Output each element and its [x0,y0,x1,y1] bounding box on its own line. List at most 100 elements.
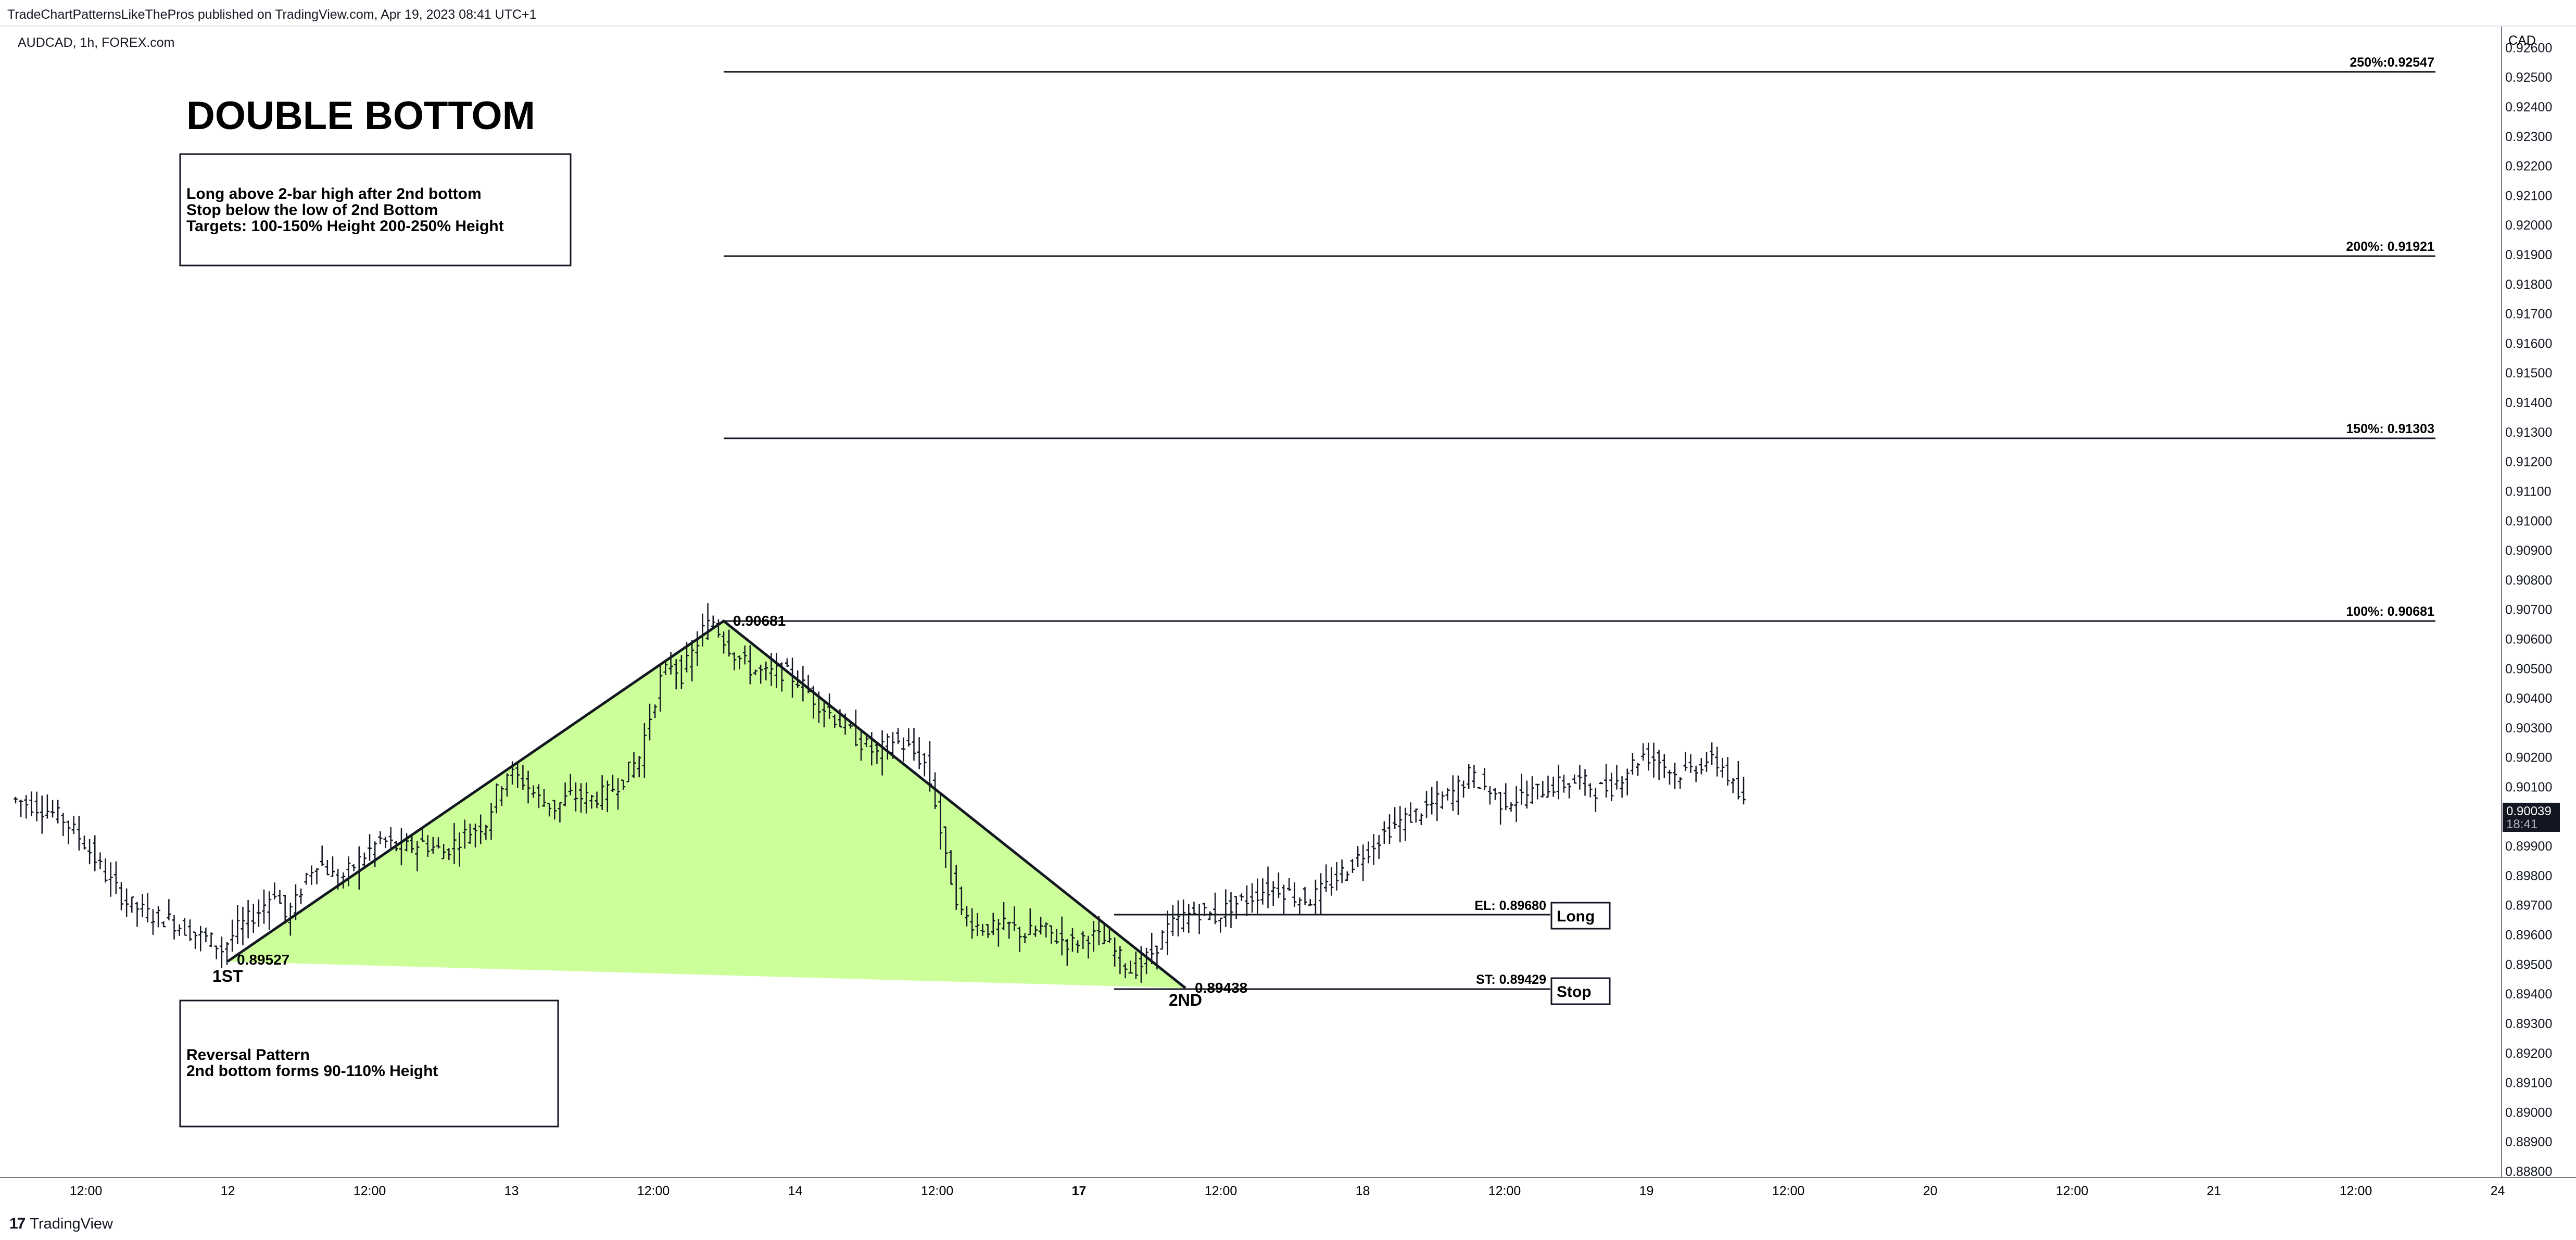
ohlc-bar [1303,887,1307,905]
time-tick-label: 12:00 [1772,1184,1805,1198]
long-tag-box [1550,902,1611,930]
ohlc-bar [938,793,943,850]
ohlc-bar [1393,807,1397,829]
ohlc-bar [568,774,573,796]
stop-tag-box [1550,977,1611,1005]
ohlc-bar [283,894,287,924]
ohlc-bar [1583,769,1587,796]
ohlc-bar [890,732,895,759]
ohlc-bar [1065,939,1069,966]
price-tick-label: 0.92200 [2505,159,2552,174]
footer-brand[interactable]: 17 TradingView [9,1215,113,1233]
target-200-label: 200%: 0.91921 [2346,239,2434,254]
ohlc-bar [447,848,451,861]
ohlc-bar [420,829,425,842]
publisher-line: TradeChartPatternsLikeThePros published … [7,7,537,22]
price-tick-label: 0.90200 [2505,751,2552,765]
ohlc-bar [1329,867,1334,896]
ohlc-bar [309,865,314,885]
ohlc-bar [589,794,594,809]
ohlc-bar [573,782,578,812]
ohlc-bar [150,909,155,935]
pattern-box[interactable] [179,999,559,1128]
ohlc-bar [373,841,377,867]
ohlc-bar [700,613,705,647]
ohlc-bar [504,773,509,797]
ohlc-bar [1551,776,1556,797]
ohlc-bar [1614,765,1619,790]
ohlc-bar [209,932,213,947]
ohlc-bar [29,791,34,817]
ohlc-bar [1731,778,1735,793]
double-bottom-outline[interactable] [226,619,1186,989]
ohlc-bar [1239,893,1244,901]
price-tick-label: 0.90400 [2505,691,2552,706]
ohlc-bar [980,923,985,936]
ohlc-bar [98,852,103,869]
symbol-line: AUDCAD, 1h, FOREX.com [18,35,175,50]
price-tick-label: 0.91600 [2505,336,2552,351]
ohlc-bar [1319,873,1323,915]
ohlc-bar [425,835,430,857]
ohlc-bar [1556,764,1561,800]
ohlc-bar [779,662,784,692]
ohlc-bar [859,728,863,761]
price-tick-label: 0.89000 [2505,1105,2552,1120]
rules-box[interactable] [179,153,572,267]
ohlc-bar [1387,814,1392,844]
ohlc-bar [1361,844,1366,881]
ohlc-bar [1044,922,1049,938]
ohlc-bar [542,789,546,807]
ohlc-bar [40,795,44,834]
ohlc-bar [1170,905,1175,937]
ohlc-bar [1530,776,1535,804]
ohlc-bar [822,702,826,728]
ohlc-bar [1509,802,1513,812]
ohlc-bar [991,913,995,935]
time-axis[interactable]: 12:00 12 12:00 13 12:00 14 12:00 17 12:00 18 12:00… [70,1184,2505,1198]
ohlc-bar [536,784,541,808]
ohlc-bar [1081,931,1085,950]
price-tick-label: 0.91000 [2505,514,2552,528]
ohlc-bar [325,860,330,876]
price-tick-label: 0.89200 [2505,1046,2552,1061]
time-tick-label: 12:00 [2340,1184,2372,1198]
ohlc-bar [1282,884,1286,914]
trade-levels[interactable]: EL: 0.89680 ST: 0.89429 Long Stop [1114,899,1611,1005]
fib-target-lines[interactable]: 250%:0.92547 200%: 0.91921 150%: 0.91303… [724,55,2435,622]
time-tick-label: 12:00 [2056,1184,2089,1198]
ohlc-bar [1334,862,1339,891]
ohlc-bar [50,800,55,818]
ohlc-bar [1377,835,1381,859]
ohlc-bar [943,826,948,868]
ohlc-bar [970,908,975,939]
ohlc-bar [388,827,393,850]
ohlc-bar [1620,776,1624,798]
ohlc-bar [1609,773,1614,802]
ohlc-bar [695,631,700,666]
ohlc-bar [975,913,980,937]
ohlc-bar [1540,780,1545,798]
double-bottom-fill[interactable] [228,621,1185,988]
price-axis[interactable]: 0.92600 0.92500 0.92400 0.92300 0.92200 0.921… [2505,41,2552,1179]
time-tick-label: 12:00 [1205,1184,1238,1198]
ohlc-bar [521,765,525,790]
ohlc-bar [922,753,927,777]
ohlc-bar [1144,947,1149,975]
ohlc-bar [880,730,885,776]
ohlc-bar [727,629,731,657]
price-tick-label: 0.91200 [2505,455,2552,470]
ohlc-bar [579,783,584,813]
ohlc-bar [827,693,832,719]
price-tick-label: 0.90600 [2505,632,2552,647]
price-tick-label: 0.91800 [2505,277,2552,292]
ohlc-bar [331,856,335,877]
ohlc-bar [1477,787,1482,789]
ohlc-bar [685,642,689,673]
ohlc-bar [547,803,552,817]
ohlc-bar [1197,904,1202,934]
ohlc-bar [917,737,921,769]
ohlc-bar [1133,951,1138,979]
ohlc-bar [1255,878,1260,914]
